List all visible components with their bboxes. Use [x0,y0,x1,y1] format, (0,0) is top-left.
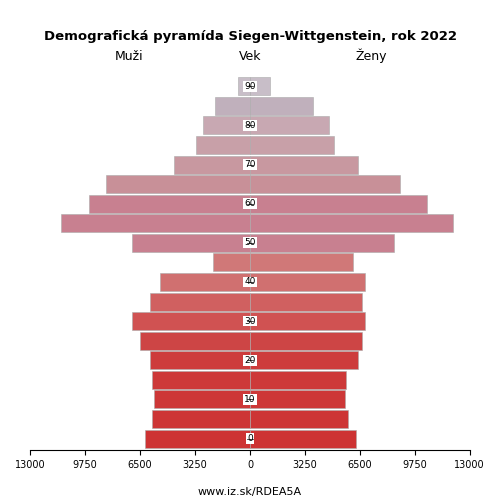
Bar [154,390,250,408]
Bar [150,351,250,369]
Text: Muži: Muži [115,50,143,62]
Bar [150,292,250,310]
Text: Vek: Vek [239,50,261,62]
Bar [250,97,312,115]
Text: 30: 30 [244,316,256,326]
Bar [250,371,346,389]
Bar [250,312,365,330]
Text: 40: 40 [244,278,256,286]
Bar [250,77,270,95]
Bar [106,175,250,193]
Bar [238,77,250,95]
Bar [152,410,250,428]
Bar [250,390,344,408]
Title: Demografická pyramída Siegen-Wittgenstein, rok 2022: Demografická pyramída Siegen-Wittgenstei… [44,30,457,43]
Bar [174,156,250,174]
Text: 50: 50 [244,238,256,248]
Bar [196,136,250,154]
Text: 10: 10 [244,395,256,404]
Text: 20: 20 [244,356,256,364]
Bar [250,332,362,349]
Bar [250,175,400,193]
Bar [214,97,250,115]
Bar [90,194,250,212]
Text: www.iz.sk/RDEA5A: www.iz.sk/RDEA5A [198,488,302,498]
Bar [145,430,250,448]
Bar [140,332,250,349]
Bar [152,371,250,389]
Text: 0: 0 [247,434,253,443]
Bar [250,273,365,291]
Text: Ženy: Ženy [355,48,386,62]
Bar [250,234,394,252]
Bar [250,430,356,448]
Bar [250,116,330,134]
Bar [250,410,348,428]
Bar [250,156,358,174]
Bar [250,254,353,272]
Bar [213,254,250,272]
Bar [132,312,250,330]
Bar [132,234,250,252]
Text: 80: 80 [244,121,256,130]
Bar [250,214,453,232]
Bar [202,116,250,134]
Bar [160,273,250,291]
Text: 90: 90 [244,82,256,90]
Bar [60,214,250,232]
Bar [250,292,362,310]
Bar [250,351,358,369]
Bar [250,136,334,154]
Text: 70: 70 [244,160,256,169]
Text: 60: 60 [244,199,256,208]
Bar [250,194,428,212]
